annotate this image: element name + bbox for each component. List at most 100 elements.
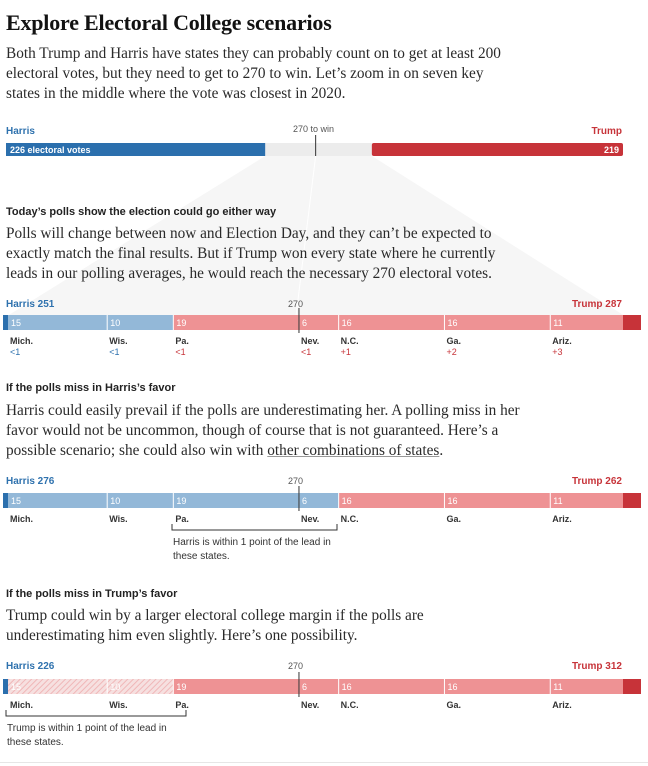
- ev-label: 19: [176, 682, 186, 692]
- threshold-label: 270: [288, 661, 304, 671]
- state-label: Ariz.: [552, 700, 572, 710]
- state-segment: [107, 493, 174, 508]
- ev-label: 16: [447, 318, 457, 328]
- harris-bar-segment: [6, 143, 266, 156]
- margin-label: <1: [109, 347, 119, 357]
- ev-label: 10: [110, 496, 120, 506]
- state-label: Pa.: [175, 700, 189, 710]
- margin-label: +2: [446, 347, 456, 357]
- polls-state-bar: 15Mich.<110Wis.<119Pa.<16Nev.<116N.C.+11…: [3, 308, 641, 357]
- polls-paragraph: Polls will change between now and Electi…: [6, 225, 496, 282]
- ev-label: 6: [302, 318, 307, 328]
- state-segment: [8, 315, 108, 330]
- margin-label: <1: [10, 347, 20, 357]
- ev-label: 16: [342, 318, 352, 328]
- state-segment: [444, 679, 551, 694]
- trump-safe-stub: [623, 493, 641, 508]
- state-label: Ga.: [446, 700, 461, 710]
- bracket-note: Harris is within 1 point of the lead in …: [173, 537, 331, 562]
- state-label: N.C.: [341, 514, 359, 524]
- zoom-funnel: [4, 156, 628, 318]
- state-label: Nev.: [301, 514, 319, 524]
- ev-label: 6: [302, 682, 307, 692]
- state-label: Ga.: [446, 514, 461, 524]
- ev-label: 16: [447, 496, 457, 506]
- ev-label: 15: [11, 496, 21, 506]
- state-label: Pa.: [175, 336, 189, 346]
- state-segment: [8, 493, 108, 508]
- state-segment: [338, 315, 445, 330]
- margin-label: +1: [341, 347, 351, 357]
- trump-value-label: 219: [604, 145, 619, 155]
- threshold-label: 270: [288, 299, 304, 309]
- ev-label: 16: [342, 496, 352, 506]
- ev-label: 16: [447, 682, 457, 692]
- state-label: Wis.: [109, 514, 127, 524]
- state-segment: [550, 315, 623, 330]
- harris-total: Harris 276: [6, 476, 55, 487]
- ev-label: 6: [302, 496, 307, 506]
- trump-label: Trump: [591, 126, 622, 137]
- state-segment: [173, 493, 299, 508]
- state-label: Wis.: [109, 700, 127, 710]
- state-segment: [550, 679, 623, 694]
- intro-paragraph: Both Trump and Harris have states they c…: [6, 45, 501, 102]
- harris-safe-stub: [3, 493, 8, 508]
- state-segment: [107, 679, 174, 694]
- state-segment: [338, 679, 445, 694]
- ev-label: 15: [11, 682, 21, 692]
- state-segment: [550, 493, 623, 508]
- undecided-segment: [265, 143, 372, 156]
- ev-label: 19: [176, 496, 186, 506]
- trump-safe-stub: [623, 679, 641, 694]
- state-segment: [444, 315, 551, 330]
- trump-total: Trump 287: [571, 299, 622, 310]
- state-label: Ariz.: [552, 514, 572, 524]
- state-segment: [444, 493, 551, 508]
- trump-safe-stub: [623, 315, 641, 330]
- harris-label: Harris: [6, 126, 35, 137]
- trump-bar-segment: [371, 143, 623, 156]
- margin-label: <1: [301, 347, 311, 357]
- margin-label: <1: [175, 347, 185, 357]
- ev-label: 19: [176, 318, 186, 328]
- state-label: N.C.: [341, 336, 359, 346]
- threshold-guide: [295, 155, 317, 317]
- ev-label: 11: [553, 682, 562, 692]
- divider: [0, 762, 648, 763]
- state-label: Nev.: [301, 336, 319, 346]
- trump-miss-state-bar: 15 Mich. 10 Wis. 19 Pa. 6 Nev. 16 N.C. 16 Ga. 11 Ariz…: [3, 672, 641, 710]
- bracket-line: [171, 524, 338, 531]
- state-label: Mich.: [10, 514, 33, 524]
- state-segment: [298, 679, 339, 694]
- state-label: N.C.: [341, 700, 359, 710]
- polls-heading: Today’s polls show the election could go…: [6, 206, 277, 218]
- harris-value-label: 226 electoral votes: [10, 145, 91, 155]
- state-segment: [298, 493, 339, 508]
- ev-label: 10: [110, 682, 120, 692]
- bracket-note: Trump is within 1 point of the lead in t…: [7, 723, 167, 748]
- harris-total: Harris 251: [6, 299, 55, 310]
- state-label: Ariz.: [552, 336, 572, 346]
- margin-label: +3: [552, 347, 562, 357]
- trump-total: Trump 312: [571, 661, 622, 672]
- harris-miss-state-bar: 15 Mich. 10 Wis. 19 Pa. 6 Nev. 16 N.C. 16 Ga. 11 Ariz…: [3, 486, 641, 524]
- state-segment: [173, 315, 299, 330]
- state-label: Mich.: [10, 700, 33, 710]
- state-segment: [338, 493, 445, 508]
- harris-safe-stub: [3, 679, 8, 694]
- state-label: Nev.: [301, 700, 319, 710]
- ev-label: 11: [553, 496, 562, 506]
- state-segment: [173, 679, 299, 694]
- harris-safe-stub: [3, 315, 8, 330]
- state-segment: [298, 315, 339, 330]
- summary-bar-chart: 226 electoral votes 219: [4, 135, 628, 318]
- threshold-label: 270: [288, 476, 304, 486]
- harris-total: Harris 226: [6, 661, 55, 672]
- state-label: Ga.: [446, 336, 461, 346]
- ev-label: 16: [342, 682, 352, 692]
- bracket-line: [5, 710, 187, 717]
- ev-label: 11: [553, 318, 562, 328]
- ev-label: 15: [11, 318, 21, 328]
- other-combinations-link[interactable]: other combinations of states: [267, 442, 440, 459]
